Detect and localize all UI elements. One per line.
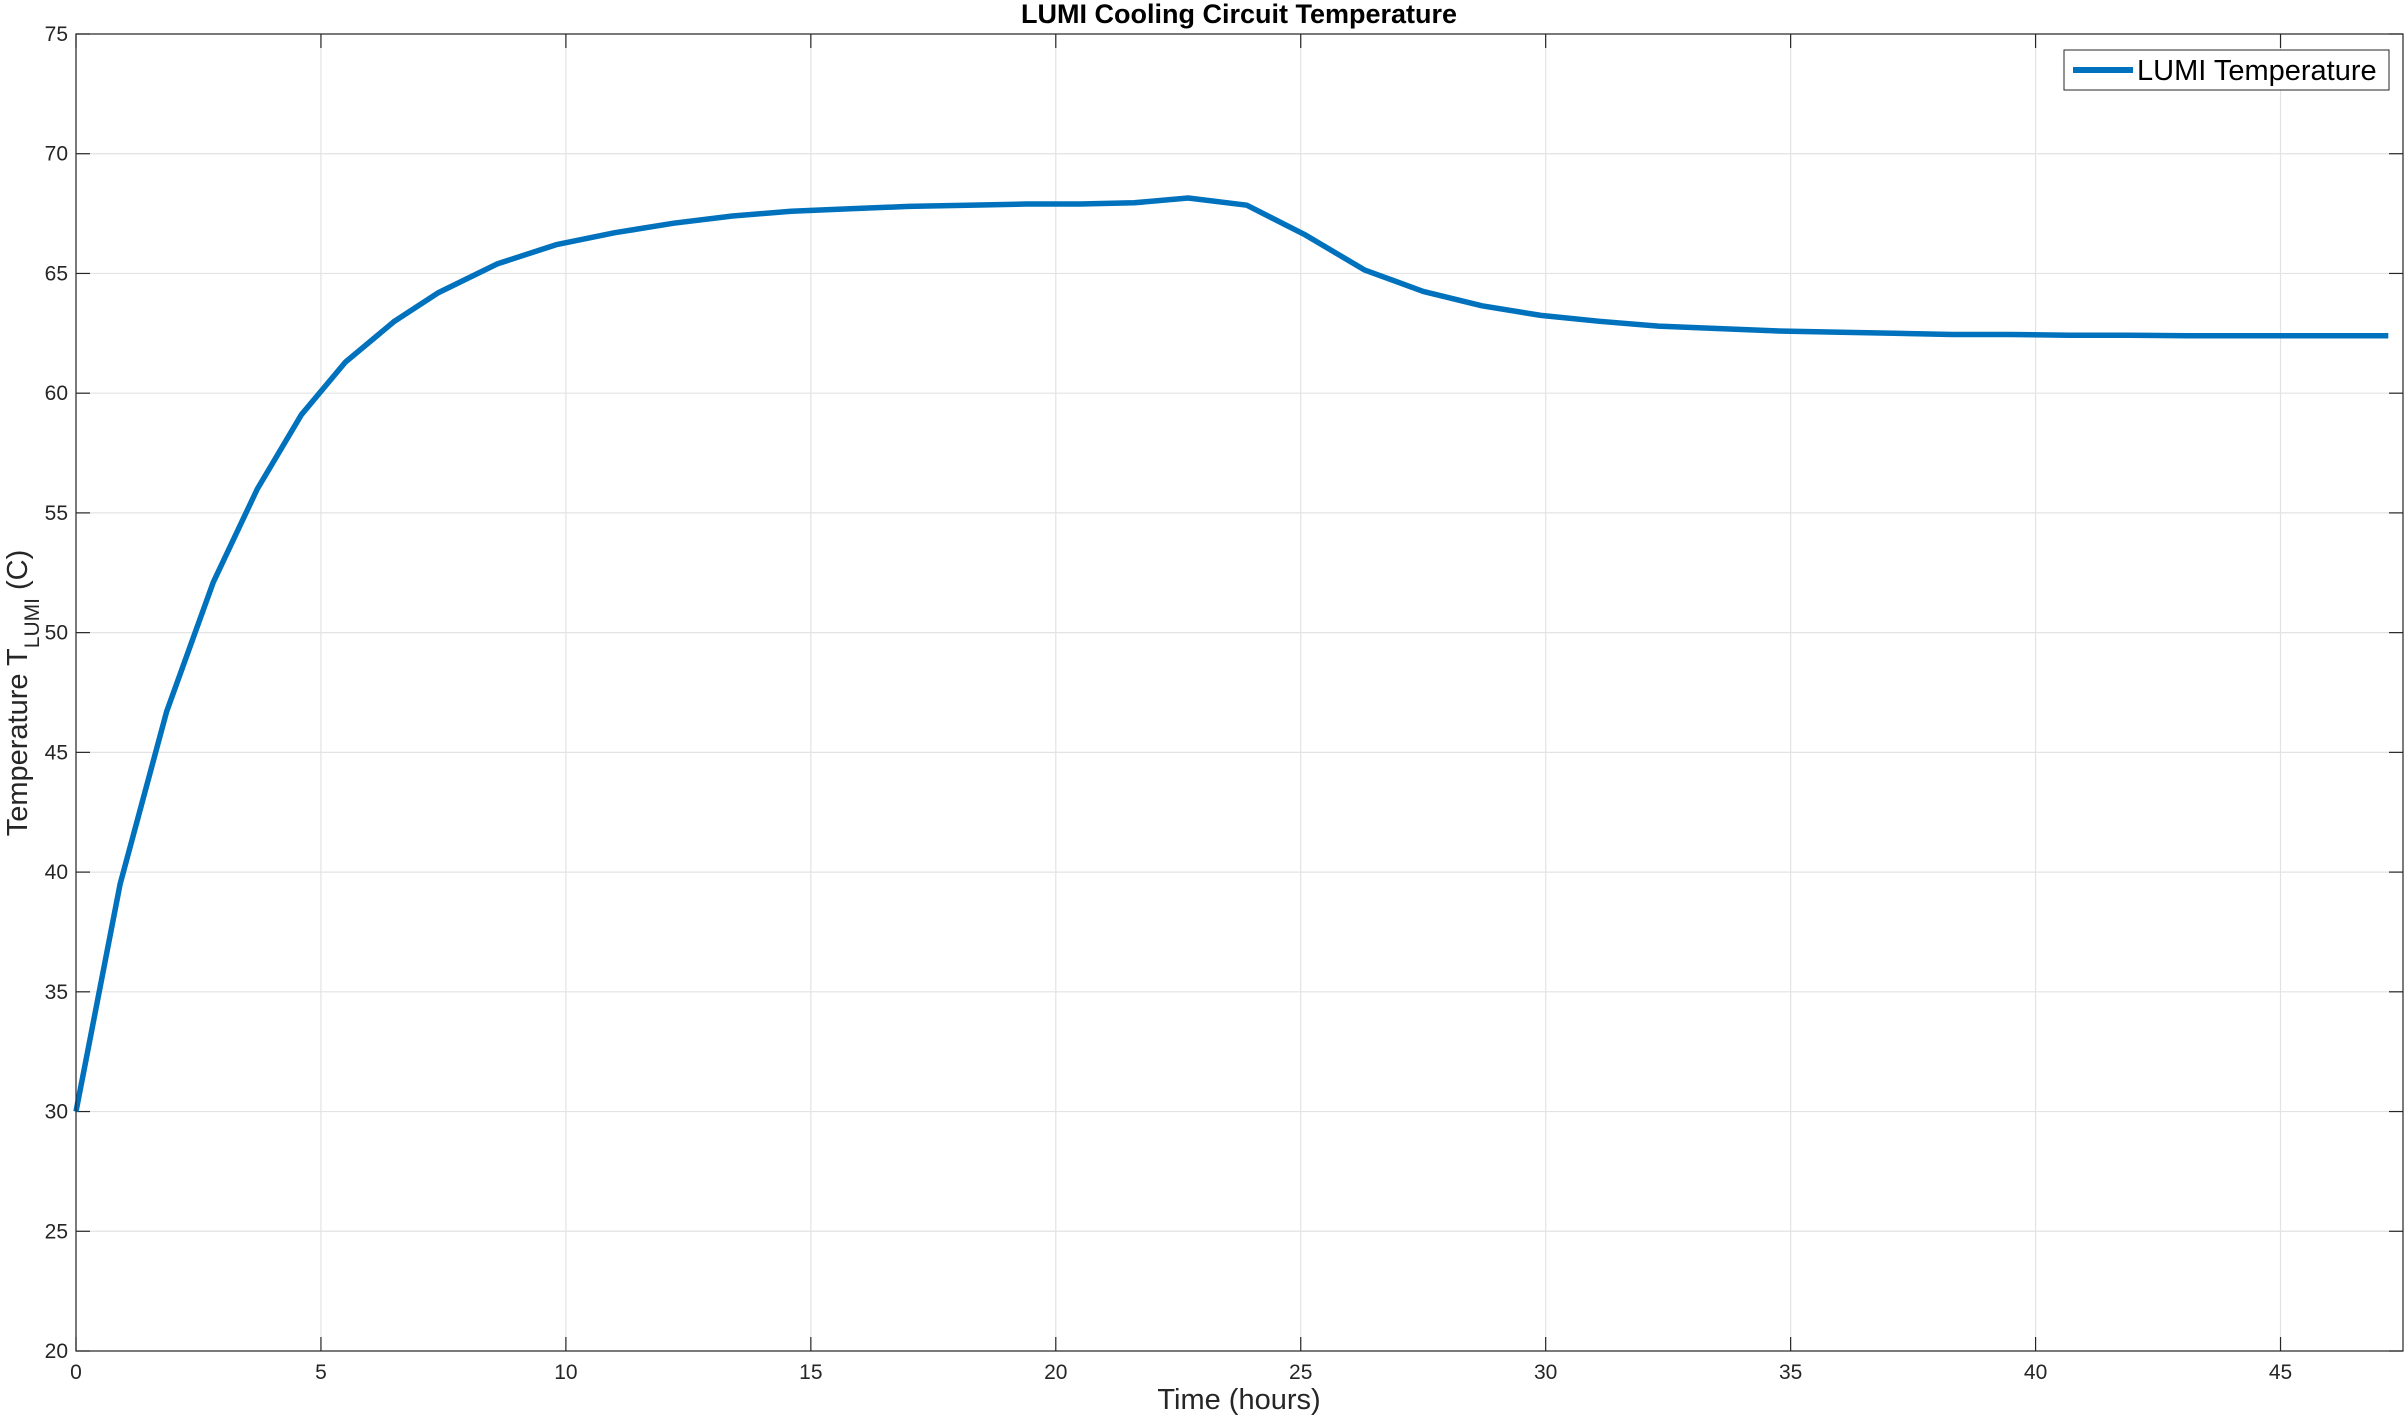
- y-tick-label: 35: [45, 981, 68, 1004]
- y-tick-label: 25: [45, 1220, 68, 1243]
- x-tick-label: 30: [1534, 1361, 1557, 1384]
- y-axis-label: Temperature TLUMI (C): [2, 550, 44, 837]
- x-tick-label: 5: [315, 1361, 327, 1384]
- x-tick-label: 35: [1779, 1361, 1802, 1384]
- y-tick-label: 40: [45, 861, 68, 884]
- x-tick-label: 10: [554, 1361, 577, 1384]
- series-group: [73, 195, 2389, 1113]
- y-tick-label: 20: [45, 1340, 68, 1363]
- chart-title: LUMI Cooling Circuit Temperature: [1021, 0, 1457, 29]
- legend-entry-label: LUMI Temperature: [2137, 55, 2377, 87]
- x-tick-label: 45: [2269, 1361, 2292, 1384]
- x-axis-label: Time (hours): [1157, 1384, 1320, 1416]
- y-tick-label: 45: [45, 741, 68, 764]
- y-tick-label: 55: [45, 502, 68, 525]
- x-tick-label: 25: [1289, 1361, 1312, 1384]
- y-axis-label-subscript: LUMI: [21, 598, 44, 648]
- tick-labels: 0 5 10 15 20 25 30 35 40 45 20 25 30 35 40 45 50 55 60 65 70…: [45, 23, 2293, 1384]
- y-tick-label: 75: [45, 23, 68, 46]
- y-tick-label: 70: [45, 143, 68, 166]
- x-tick-label: 0: [70, 1361, 82, 1384]
- legend: LUMI Temperature: [2063, 49, 2390, 91]
- y-axis-label-suffix: (C): [2, 550, 34, 598]
- y-tick-label: 30: [45, 1101, 68, 1124]
- x-tick-label: 40: [2024, 1361, 2047, 1384]
- series-line-lumi-temperature: [73, 195, 2389, 1113]
- plot-frame: [75, 33, 2404, 1352]
- x-tick-label: 15: [799, 1361, 822, 1384]
- y-tick-label: 60: [45, 382, 68, 405]
- plot-background: [76, 34, 2403, 1351]
- y-tick-label: 50: [45, 622, 68, 645]
- y-axis-label-prefix: Temperature T: [2, 648, 34, 836]
- y-tick-label: 65: [45, 262, 68, 285]
- x-tick-label: 20: [1044, 1361, 1067, 1384]
